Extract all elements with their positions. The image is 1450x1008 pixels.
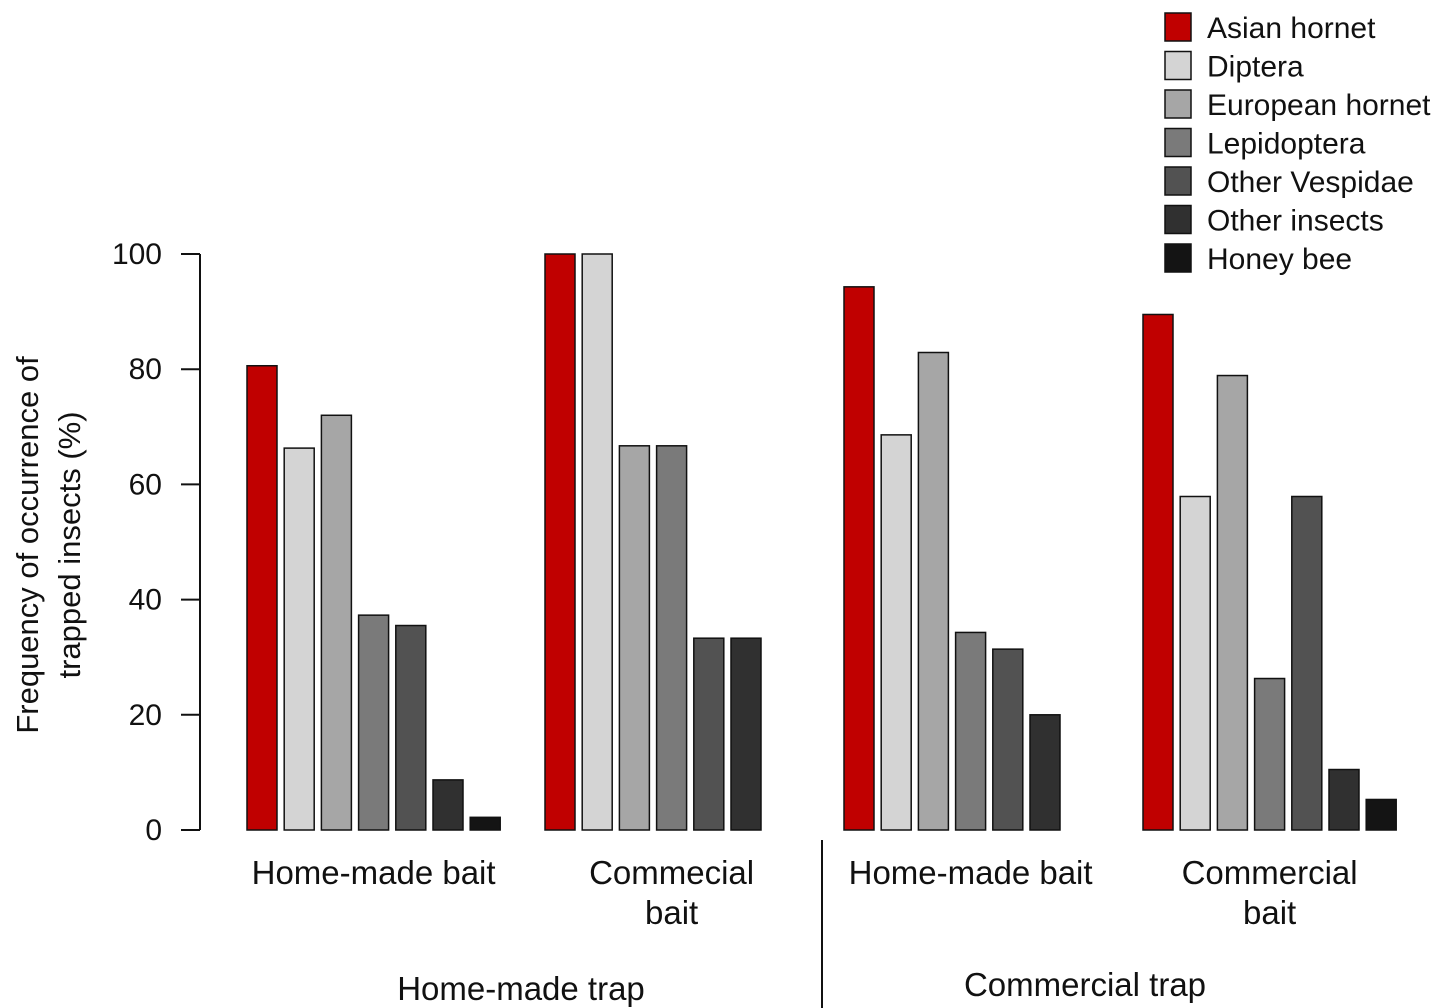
bar-other-insects	[1029, 714, 1061, 831]
legend-swatch	[1164, 243, 1192, 273]
legend-label: European hornet	[1207, 89, 1431, 122]
bar-european-hornet	[618, 445, 651, 831]
bar-other-insects	[432, 779, 464, 831]
y-tick-label: 80	[129, 353, 162, 386]
trap-group-label: Home-made trap	[397, 970, 645, 1007]
legend-label: Honey bee	[1207, 243, 1352, 276]
legend-swatch	[1164, 127, 1192, 158]
bar-european-hornet	[1216, 374, 1249, 831]
legend-swatch	[1164, 204, 1192, 235]
legend-label: Asian hornet	[1207, 12, 1376, 45]
bar-honey-bee	[469, 816, 501, 831]
bait-label: bait	[1243, 894, 1296, 931]
y-tick-label: 20	[129, 699, 162, 732]
legend-label: Diptera	[1207, 51, 1304, 84]
bar-other-insects	[1328, 768, 1360, 831]
y-tick-label: 0	[145, 814, 162, 847]
y-tick-label: 100	[112, 238, 162, 271]
y-tick-label: 40	[129, 584, 162, 617]
bar-diptera	[581, 253, 613, 831]
y-tick-label: 60	[129, 468, 162, 501]
bar-other-vespidae	[1291, 495, 1323, 831]
legend-label: Other Vespidae	[1207, 166, 1414, 199]
bait-label: Commercial	[1182, 854, 1358, 891]
bar-lepidoptera	[1253, 677, 1286, 831]
bar-asian-hornet	[246, 364, 278, 831]
bar-lepidoptera	[357, 614, 390, 831]
bar-european-hornet	[917, 351, 950, 831]
legend-label: Other insects	[1207, 205, 1384, 238]
legend-swatch	[1164, 89, 1192, 119]
bar-european-hornet	[320, 414, 353, 831]
legend-swatch	[1164, 50, 1192, 81]
bait-label: Home-made bait	[849, 854, 1093, 891]
bar-other-vespidae	[992, 648, 1024, 831]
bar-other-vespidae	[395, 624, 427, 831]
bait-label: Commecial	[589, 854, 754, 891]
trap-group-label: Commercial trap	[964, 966, 1206, 1003]
legend-label: Lepidoptera	[1207, 128, 1366, 161]
y-axis: 0 20 40 60 80 100	[112, 238, 201, 847]
bar-asian-hornet	[843, 286, 875, 831]
bar-honey-bee	[1365, 798, 1397, 831]
bar-diptera	[1179, 495, 1211, 831]
bar-diptera	[880, 434, 912, 831]
bars	[246, 253, 1397, 831]
bait-label: bait	[645, 894, 698, 931]
bar-other-vespidae	[693, 637, 725, 831]
y-axis-label-line2: trapped insects (%)	[52, 411, 87, 678]
legend-swatch	[1164, 166, 1192, 196]
bar-other-insects	[730, 637, 762, 831]
bar-lepidoptera	[954, 631, 987, 831]
bait-label: Home-made bait	[252, 854, 496, 891]
bar-asian-hornet	[1142, 313, 1174, 831]
y-axis-label-line1: Frequency of occurrence of	[10, 356, 45, 734]
bar-asian-hornet	[544, 253, 576, 831]
bar-diptera	[283, 447, 315, 831]
bar-lepidoptera	[655, 445, 688, 831]
group-labels: Home-made trap Commercial trap	[397, 966, 1206, 1007]
legend-swatch	[1164, 12, 1192, 42]
legend: Asian hornet Diptera European hornet Lepido…	[1164, 12, 1431, 276]
